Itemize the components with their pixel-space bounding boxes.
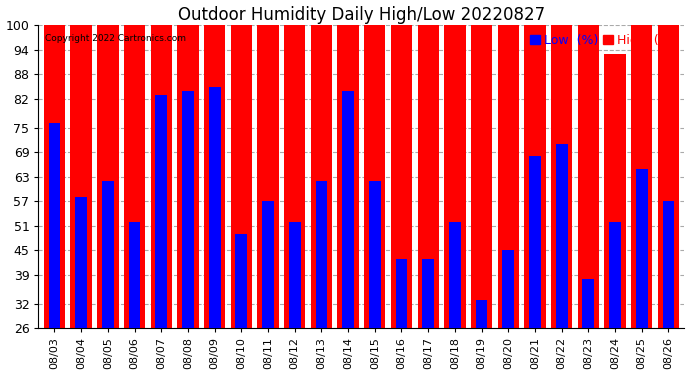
Bar [529,156,541,328]
Bar [182,91,194,328]
Bar [289,222,301,328]
Bar [75,197,87,328]
Bar [310,25,332,328]
Bar [124,25,145,328]
Bar [578,25,599,328]
Bar [262,201,274,328]
Bar [391,25,412,328]
Bar [315,181,327,328]
Bar [369,181,381,328]
Bar [658,25,679,328]
Bar [497,25,519,328]
Bar [257,25,279,328]
Bar [444,25,466,328]
Bar [475,300,487,328]
Bar [43,25,65,328]
Bar [284,25,306,328]
Bar [150,25,172,328]
Bar [395,259,407,328]
Text: Copyright 2022 Cartronics.com: Copyright 2022 Cartronics.com [45,34,186,43]
Bar [128,222,141,328]
Bar [364,25,386,328]
Bar [235,234,247,328]
Bar [449,222,461,328]
Bar [177,25,199,328]
Bar [609,222,621,328]
Bar [524,25,546,328]
Bar [209,87,221,328]
Bar [417,25,439,328]
Legend: Low  (%), High  (%): Low (%), High (%) [528,32,678,50]
Bar [342,91,354,328]
Bar [502,251,514,328]
Bar [70,25,92,328]
Bar [337,25,359,328]
Bar [155,95,167,328]
Bar [636,168,648,328]
Bar [230,25,252,328]
Title: Outdoor Humidity Daily High/Low 20220827: Outdoor Humidity Daily High/Low 20220827 [178,6,545,24]
Bar [551,25,572,328]
Bar [555,144,568,328]
Bar [604,54,626,328]
Bar [631,25,653,328]
Bar [582,279,594,328]
Bar [422,259,434,328]
Bar [662,201,674,328]
Bar [97,25,119,328]
Bar [471,25,492,328]
Bar [204,25,226,328]
Bar [102,181,114,328]
Bar [48,123,60,328]
